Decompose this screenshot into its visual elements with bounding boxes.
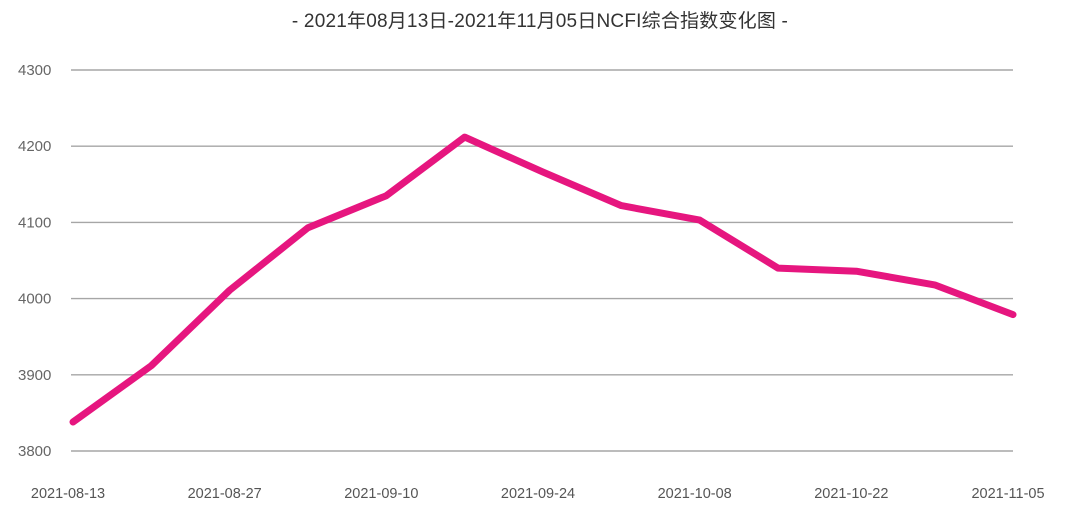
y-tick-label: 3900 (18, 367, 51, 384)
gridlines (71, 69, 1013, 452)
x-tick-label: 2021-10-08 (658, 486, 732, 502)
x-tick-label: 2021-08-27 (188, 486, 262, 502)
x-tick-label: 2021-11-05 (971, 486, 1044, 502)
ncfi-index-line (69, 133, 1017, 426)
chart-title: - 2021年08月13日-2021年11月05日NCFI综合指数变化图 - (291, 11, 789, 32)
x-tick-label: 2021-09-24 (501, 486, 575, 502)
y-tick-label: 4000 (18, 291, 51, 308)
y-tick-label: 4100 (18, 214, 51, 231)
x-tick-label: 2021-08-13 (31, 486, 105, 502)
x-tick-label: 2021-10-22 (814, 486, 888, 502)
y-axis-ticks: 4300 4200 4100 4000 3900 3800 (18, 62, 51, 460)
y-tick-label: 4300 (18, 62, 51, 79)
y-tick-label: 3800 (18, 443, 51, 460)
y-tick-label: 4200 (18, 138, 51, 155)
x-axis-ticks: 2021-08-13 2021-08-27 2021-09-10 2021-09-24… (31, 486, 1045, 502)
x-tick-label: 2021-09-10 (344, 486, 418, 502)
